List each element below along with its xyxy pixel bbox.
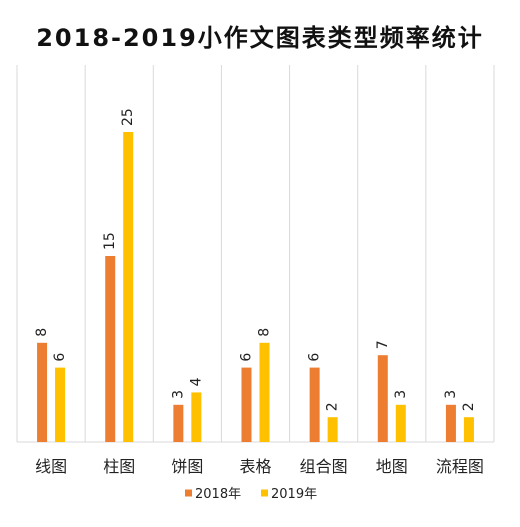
data-label: 7 (375, 340, 391, 349)
bar-series2-3 (259, 342, 270, 442)
data-label: 3 (443, 390, 459, 399)
data-label: 3 (393, 390, 409, 399)
data-label: 6 (239, 353, 255, 362)
x-tick-label: 组合图 (300, 457, 348, 476)
legend-swatch (185, 489, 192, 497)
data-label: 15 (102, 232, 118, 250)
bar-series1-2 (173, 404, 184, 442)
x-tick-label: 表格 (239, 457, 271, 476)
data-label: 8 (257, 328, 273, 337)
data-label: 4 (188, 377, 204, 386)
data-label: 2 (325, 402, 341, 411)
data-label: 3 (170, 390, 186, 399)
bar-series2-6 (463, 417, 474, 442)
data-label: 8 (34, 328, 50, 337)
chart-title: 2018-2019小作文图表类型频率统计 (36, 24, 484, 52)
bar-series2-5 (395, 404, 406, 442)
x-tick-label: 线图 (35, 457, 67, 476)
x-tick-label: 地图 (376, 457, 408, 476)
legend-label: 2018年 (195, 487, 241, 502)
bar-series2-0 (55, 367, 66, 442)
bar-series2-2 (191, 392, 202, 442)
x-tick-label: 柱图 (103, 457, 135, 476)
legend-swatch (261, 489, 268, 497)
bar-series1-4 (309, 367, 320, 442)
x-tick-label: 饼图 (171, 457, 203, 476)
bar-series1-5 (377, 355, 388, 442)
bar-series1-1 (105, 256, 116, 442)
bar-series2-1 (123, 132, 134, 442)
bar-series1-0 (37, 342, 48, 442)
bar-series1-6 (445, 404, 456, 442)
bar-series1-3 (241, 367, 252, 442)
x-tick-label: 流程图 (436, 457, 484, 476)
legend-label: 2019年 (271, 487, 317, 502)
data-label: 25 (120, 108, 136, 126)
data-label: 6 (307, 353, 323, 362)
bar-series2-4 (327, 417, 338, 442)
data-label: 6 (52, 353, 68, 362)
data-label: 2 (461, 402, 477, 411)
